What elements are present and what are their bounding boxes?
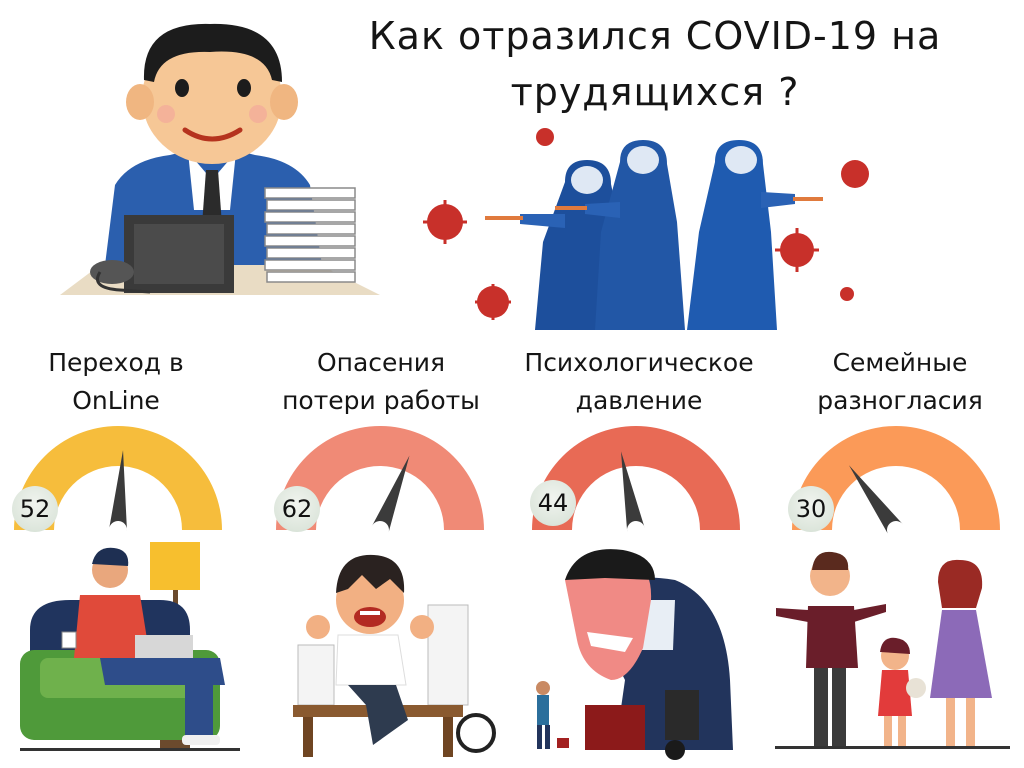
gauge-value-family: 30 <box>788 486 834 532</box>
gauge-value-online: 52 <box>12 486 58 532</box>
page-title: Как отразился COVID-19 на трудящихся ? <box>368 14 942 114</box>
gauge-label-job-loss: Опасения потери работы <box>282 348 480 415</box>
family-argument-illustration <box>775 551 1010 749</box>
office-worker-illustration <box>60 23 380 295</box>
gauge-job-loss <box>276 426 484 534</box>
gauge-psych-pressure <box>532 426 740 532</box>
gauge-label-online: Переход в OnLine <box>48 348 184 415</box>
gauge-value-job-loss: 62 <box>274 486 320 532</box>
gauge-needle <box>848 465 904 534</box>
gauge-needle <box>109 450 127 531</box>
gauge-label-family: Семейные разногласия <box>817 348 983 415</box>
virus-doctors-illustration <box>423 128 869 330</box>
stressed-boss-illustration <box>536 549 733 760</box>
gauge-arc <box>14 426 222 530</box>
gauge-value-psych-pressure: 44 <box>530 480 576 526</box>
gauge-arc <box>792 426 1000 530</box>
home-work-illustration <box>20 542 240 751</box>
gauge-needle <box>371 455 410 534</box>
gauge-label-psych-pressure: Психологическое давление <box>524 348 754 415</box>
gauge-online <box>14 426 222 531</box>
gauge-family <box>792 426 1000 534</box>
gauge-arc <box>276 426 484 530</box>
gauge-needle <box>621 451 645 532</box>
gauge-arc <box>532 426 740 530</box>
angry-worker-illustration <box>293 554 496 757</box>
